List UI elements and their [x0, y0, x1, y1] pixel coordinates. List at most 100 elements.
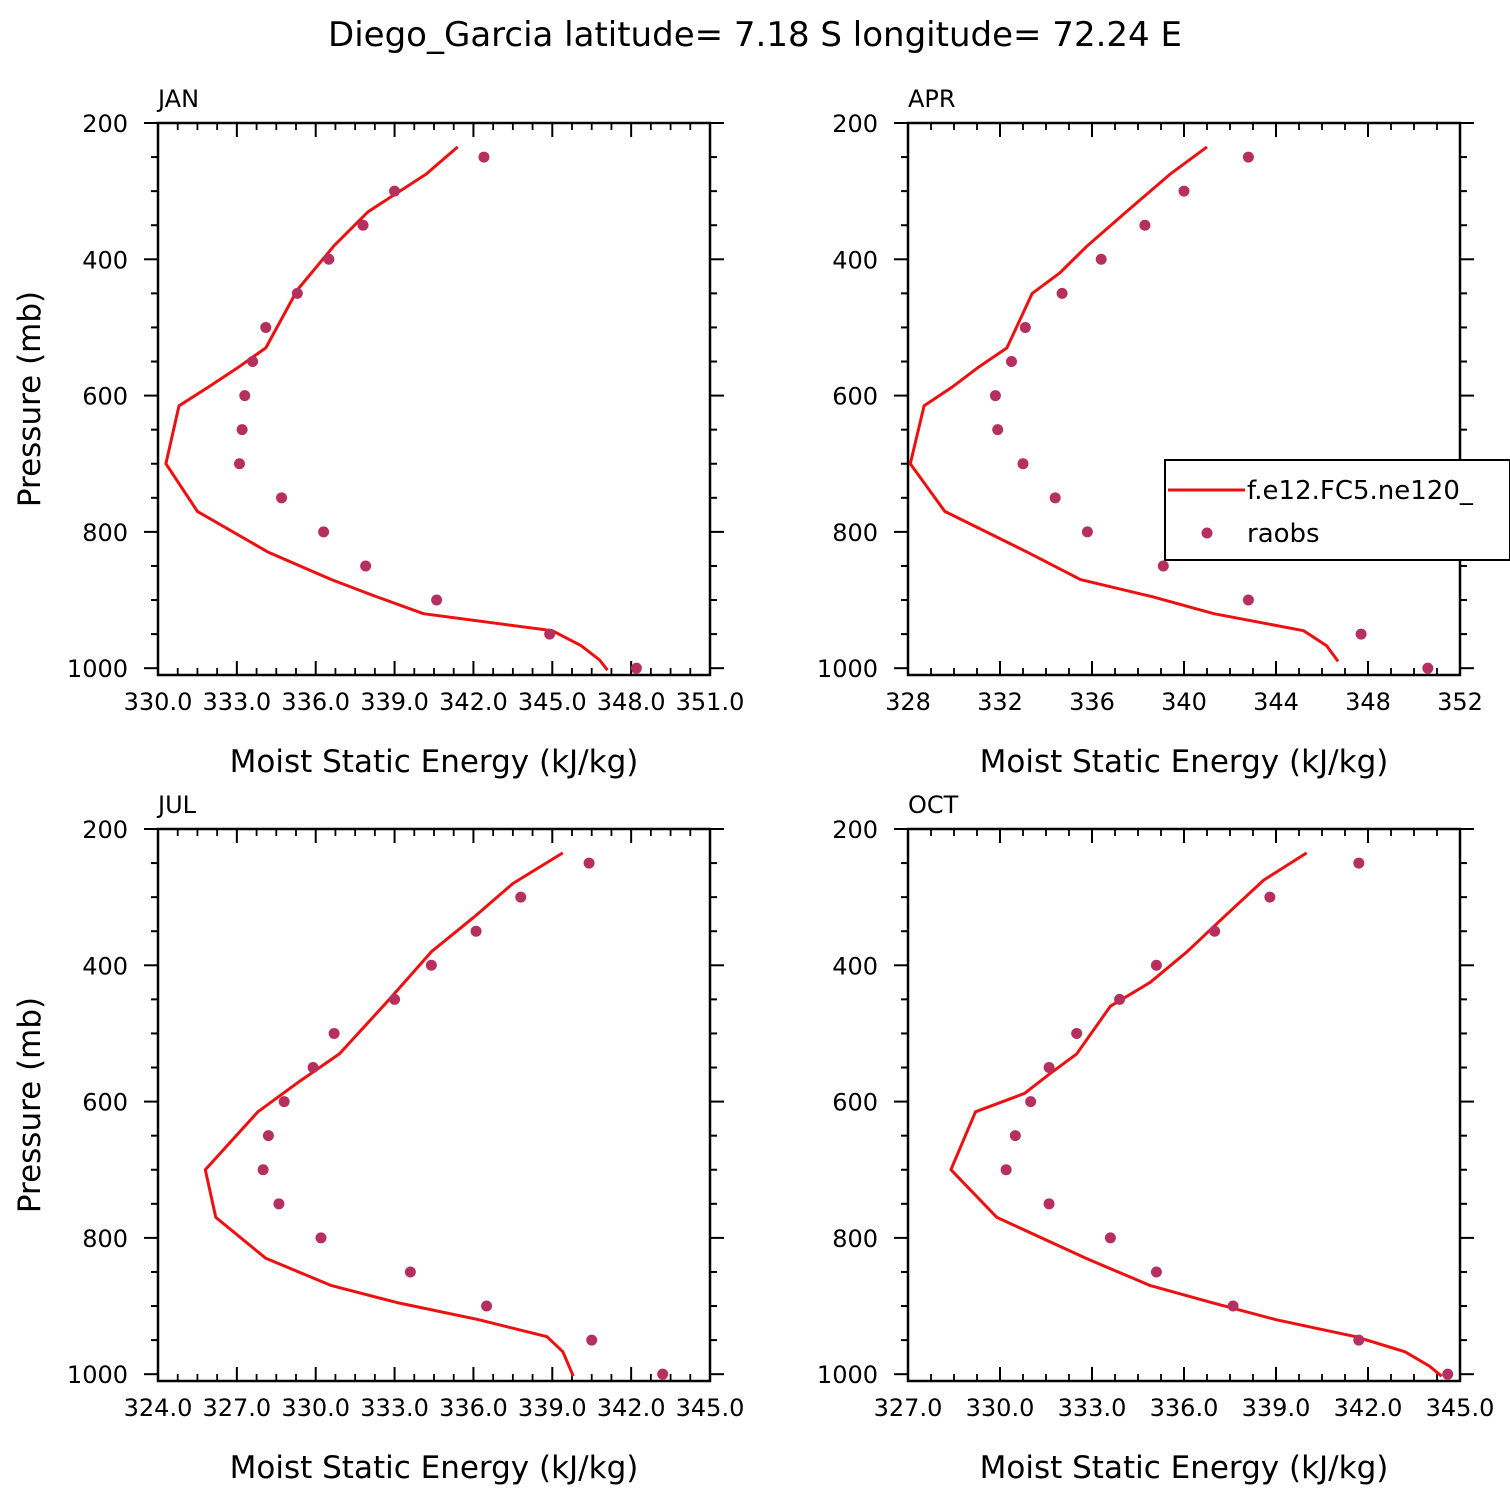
raobs-point [236, 424, 248, 436]
raobs-point [1056, 287, 1068, 299]
x-tick-label: 344 [1253, 688, 1299, 716]
y-tick-label: 1000 [67, 1361, 128, 1389]
raobs-point [1071, 1027, 1083, 1039]
raobs-point [1019, 321, 1031, 333]
legend-obs-label: raobs [1247, 519, 1320, 549]
x-tick-label: 345.0 [676, 1394, 745, 1422]
y-tick-label: 800 [82, 519, 128, 547]
x-tick-label: 351.0 [676, 688, 745, 716]
raobs-point [239, 390, 251, 402]
x-tick-label: 352 [1437, 688, 1483, 716]
raobs-point [307, 1062, 319, 1074]
y-tick-label: 400 [82, 952, 128, 980]
x-tick-label: 332 [977, 688, 1023, 716]
raobs-point [1081, 526, 1093, 538]
x-tick-label: 345.0 [518, 688, 587, 716]
y-axis-label: Pressure (mb) [12, 291, 48, 507]
raobs-point [1353, 1334, 1365, 1346]
raobs-point [1157, 560, 1169, 572]
model-series-line [949, 851, 1443, 1378]
raobs-point [1442, 1368, 1454, 1380]
x-tick-label: 327.0 [874, 1394, 943, 1422]
raobs-point [1422, 662, 1434, 674]
raobs-point [1043, 1198, 1055, 1210]
raobs-point [328, 1027, 340, 1039]
x-axis-label: Moist Static Energy (kJ/kg) [230, 1450, 639, 1486]
model-series-line [203, 851, 575, 1377]
raobs-point [257, 1164, 269, 1176]
raobs-point [278, 1096, 290, 1108]
raobs-point [1017, 458, 1029, 470]
raobs-point [544, 628, 556, 640]
x-tick-label: 342.0 [1334, 1394, 1403, 1422]
y-tick-label: 200 [82, 110, 128, 138]
raobs-point [1150, 1266, 1162, 1278]
raobs-point [478, 151, 490, 163]
raobs-point [481, 1300, 493, 1312]
x-tick-label: 328 [885, 688, 931, 716]
raobs-point [630, 662, 642, 674]
raobs-point [273, 1198, 285, 1210]
x-axis-label: Moist Static Energy (kJ/kg) [980, 1450, 1389, 1486]
y-tick-label: 400 [832, 952, 878, 980]
raobs-point [657, 1368, 669, 1380]
raobs-point [1095, 253, 1107, 265]
raobs-point [515, 891, 527, 903]
panel-jul: JUL 324.0 327.0 330.0 333.0 336.0 339.0 342.0 34… [12, 791, 744, 1486]
y-tick-label: 800 [82, 1225, 128, 1253]
raobs-point [233, 458, 245, 470]
y-tick-label: 200 [82, 816, 128, 844]
raobs-point [260, 321, 272, 333]
x-tick-label: 330.0 [124, 688, 193, 716]
raobs-point [1025, 1096, 1037, 1108]
x-tick-label: 333.0 [1058, 1394, 1127, 1422]
y-tick-label: 600 [832, 1089, 878, 1117]
raobs-point [1242, 594, 1254, 606]
y-tick-label: 600 [82, 1089, 128, 1117]
raobs-point [1264, 891, 1276, 903]
raobs-point [989, 390, 1001, 402]
x-axis-label: Moist Static Energy (kJ/kg) [980, 744, 1389, 780]
raobs-point [1000, 1164, 1012, 1176]
y-tick-label: 1000 [817, 655, 878, 683]
raobs-point [470, 925, 482, 937]
x-tick-label: 348.0 [597, 688, 666, 716]
raobs-point [247, 356, 259, 368]
x-tick-label: 324.0 [124, 1394, 193, 1422]
y-tick-label: 800 [832, 519, 878, 547]
raobs-point [1009, 1130, 1021, 1142]
raobs-point [404, 1266, 416, 1278]
raobs-point [992, 424, 1004, 436]
model-series-line [164, 145, 609, 672]
x-tick-label: 336.0 [439, 1394, 508, 1422]
raobs-point [1178, 185, 1190, 197]
plot-frame [906, 121, 1462, 677]
raobs-point [1104, 1232, 1116, 1244]
raobs-point [360, 560, 372, 572]
y-tick-label: 600 [832, 383, 878, 411]
raobs-point [1355, 628, 1367, 640]
x-tick-label: 333.0 [360, 1394, 429, 1422]
panels: JAN 330.0 333.0 336.0 339.0 342.0 345.0 348.0 35… [12, 85, 1510, 1486]
y-tick-label: 600 [82, 383, 128, 411]
x-tick-label: 327.0 [202, 1394, 271, 1422]
x-axis-label: Moist Static Energy (kJ/kg) [230, 744, 639, 780]
x-tick-label: 340 [1161, 688, 1207, 716]
x-tick-label: 348 [1345, 688, 1391, 716]
raobs-point [1049, 492, 1061, 504]
x-tick-label: 339.0 [518, 1394, 587, 1422]
x-tick-label: 345.0 [1426, 1394, 1495, 1422]
figure-title: Diego_Garcia latitude= 7.18 S longitude=… [328, 15, 1182, 55]
raobs-point [318, 526, 330, 538]
raobs-point [389, 993, 401, 1005]
raobs-point [1227, 1300, 1239, 1312]
panel-label: JUL [156, 791, 197, 819]
raobs-point [1353, 857, 1365, 869]
raobs-point [425, 959, 437, 971]
y-tick-label: 1000 [817, 1361, 878, 1389]
raobs-point [1150, 959, 1162, 971]
raobs-point [431, 594, 443, 606]
raobs-point [262, 1130, 274, 1142]
raobs-point [276, 492, 288, 504]
